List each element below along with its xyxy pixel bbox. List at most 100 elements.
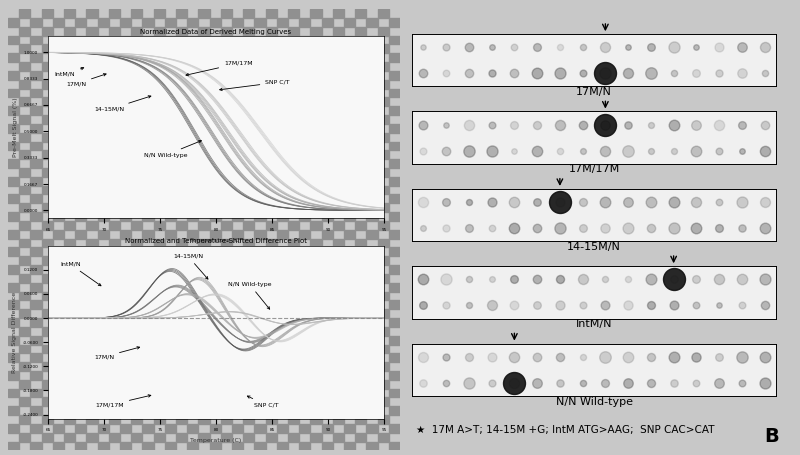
Bar xyxy=(243,398,254,406)
Bar xyxy=(310,327,322,336)
Bar xyxy=(109,115,120,124)
Bar xyxy=(288,398,299,406)
Bar xyxy=(277,124,288,133)
Bar xyxy=(109,274,120,283)
Bar xyxy=(165,336,176,344)
Bar xyxy=(366,177,378,186)
Point xyxy=(462,379,475,386)
Bar xyxy=(75,424,86,433)
Point xyxy=(599,379,612,386)
Bar xyxy=(154,362,165,371)
Bar xyxy=(154,133,165,142)
Bar xyxy=(366,71,378,80)
Point xyxy=(508,44,521,51)
Bar xyxy=(266,115,277,124)
Point xyxy=(713,147,726,154)
Bar xyxy=(98,336,109,344)
Bar xyxy=(243,9,254,18)
Bar xyxy=(310,309,322,318)
Point xyxy=(713,121,726,128)
Bar xyxy=(131,362,142,371)
Point xyxy=(667,276,680,283)
Bar xyxy=(120,194,131,203)
Bar xyxy=(355,133,366,142)
Bar xyxy=(187,318,198,327)
Text: 14-15M/N: 14-15M/N xyxy=(567,242,621,252)
Bar xyxy=(322,318,333,327)
Bar xyxy=(75,177,86,186)
Bar xyxy=(142,212,154,221)
Bar xyxy=(142,265,154,274)
Bar xyxy=(221,115,232,124)
Bar xyxy=(109,62,120,71)
Bar xyxy=(254,406,266,415)
Bar xyxy=(64,256,75,265)
Bar xyxy=(322,371,333,380)
Bar xyxy=(30,248,42,256)
Bar xyxy=(389,300,400,309)
Bar xyxy=(366,230,378,238)
Bar xyxy=(98,53,109,62)
Bar xyxy=(8,71,19,80)
Bar xyxy=(8,35,19,45)
Point xyxy=(530,302,543,309)
Point xyxy=(599,70,612,77)
Bar xyxy=(333,398,344,406)
Bar xyxy=(142,318,154,327)
Bar xyxy=(198,62,210,71)
Bar xyxy=(109,433,120,442)
Bar xyxy=(344,265,355,274)
Bar xyxy=(243,221,254,230)
Point xyxy=(554,379,566,386)
Bar xyxy=(109,221,120,230)
Bar xyxy=(75,442,86,450)
Bar xyxy=(187,248,198,256)
Bar xyxy=(64,80,75,89)
Bar xyxy=(389,248,400,256)
Bar xyxy=(221,380,232,389)
Bar xyxy=(86,274,98,283)
Bar xyxy=(8,265,19,274)
Bar xyxy=(86,433,98,442)
Bar xyxy=(86,133,98,142)
Bar xyxy=(299,124,310,133)
Bar xyxy=(131,62,142,71)
Bar xyxy=(288,9,299,18)
Bar xyxy=(210,89,221,97)
Bar xyxy=(120,389,131,398)
Bar xyxy=(19,45,30,53)
Bar xyxy=(176,9,187,18)
Point xyxy=(713,198,726,206)
Bar xyxy=(176,327,187,336)
Bar xyxy=(8,442,19,450)
Bar xyxy=(64,380,75,389)
Bar xyxy=(389,354,400,362)
Point xyxy=(735,379,748,386)
Bar xyxy=(389,194,400,203)
Bar xyxy=(154,256,165,265)
Point xyxy=(554,147,566,154)
Bar xyxy=(86,27,98,35)
Bar xyxy=(232,336,243,344)
Point xyxy=(599,147,612,154)
Bar xyxy=(344,177,355,186)
Bar xyxy=(198,115,210,124)
Bar xyxy=(154,415,165,424)
Bar xyxy=(8,89,19,97)
Bar xyxy=(98,300,109,309)
Bar xyxy=(221,168,232,177)
Bar xyxy=(333,27,344,35)
Bar xyxy=(42,221,53,230)
Bar xyxy=(176,415,187,424)
Bar xyxy=(277,194,288,203)
Text: 17M/17M: 17M/17M xyxy=(186,61,253,76)
Bar xyxy=(98,124,109,133)
Point xyxy=(417,44,430,51)
Point xyxy=(599,302,612,309)
Bar xyxy=(120,354,131,362)
Bar xyxy=(299,265,310,274)
Bar xyxy=(232,124,243,133)
Bar xyxy=(210,300,221,309)
Bar xyxy=(210,371,221,380)
Bar xyxy=(243,292,254,300)
